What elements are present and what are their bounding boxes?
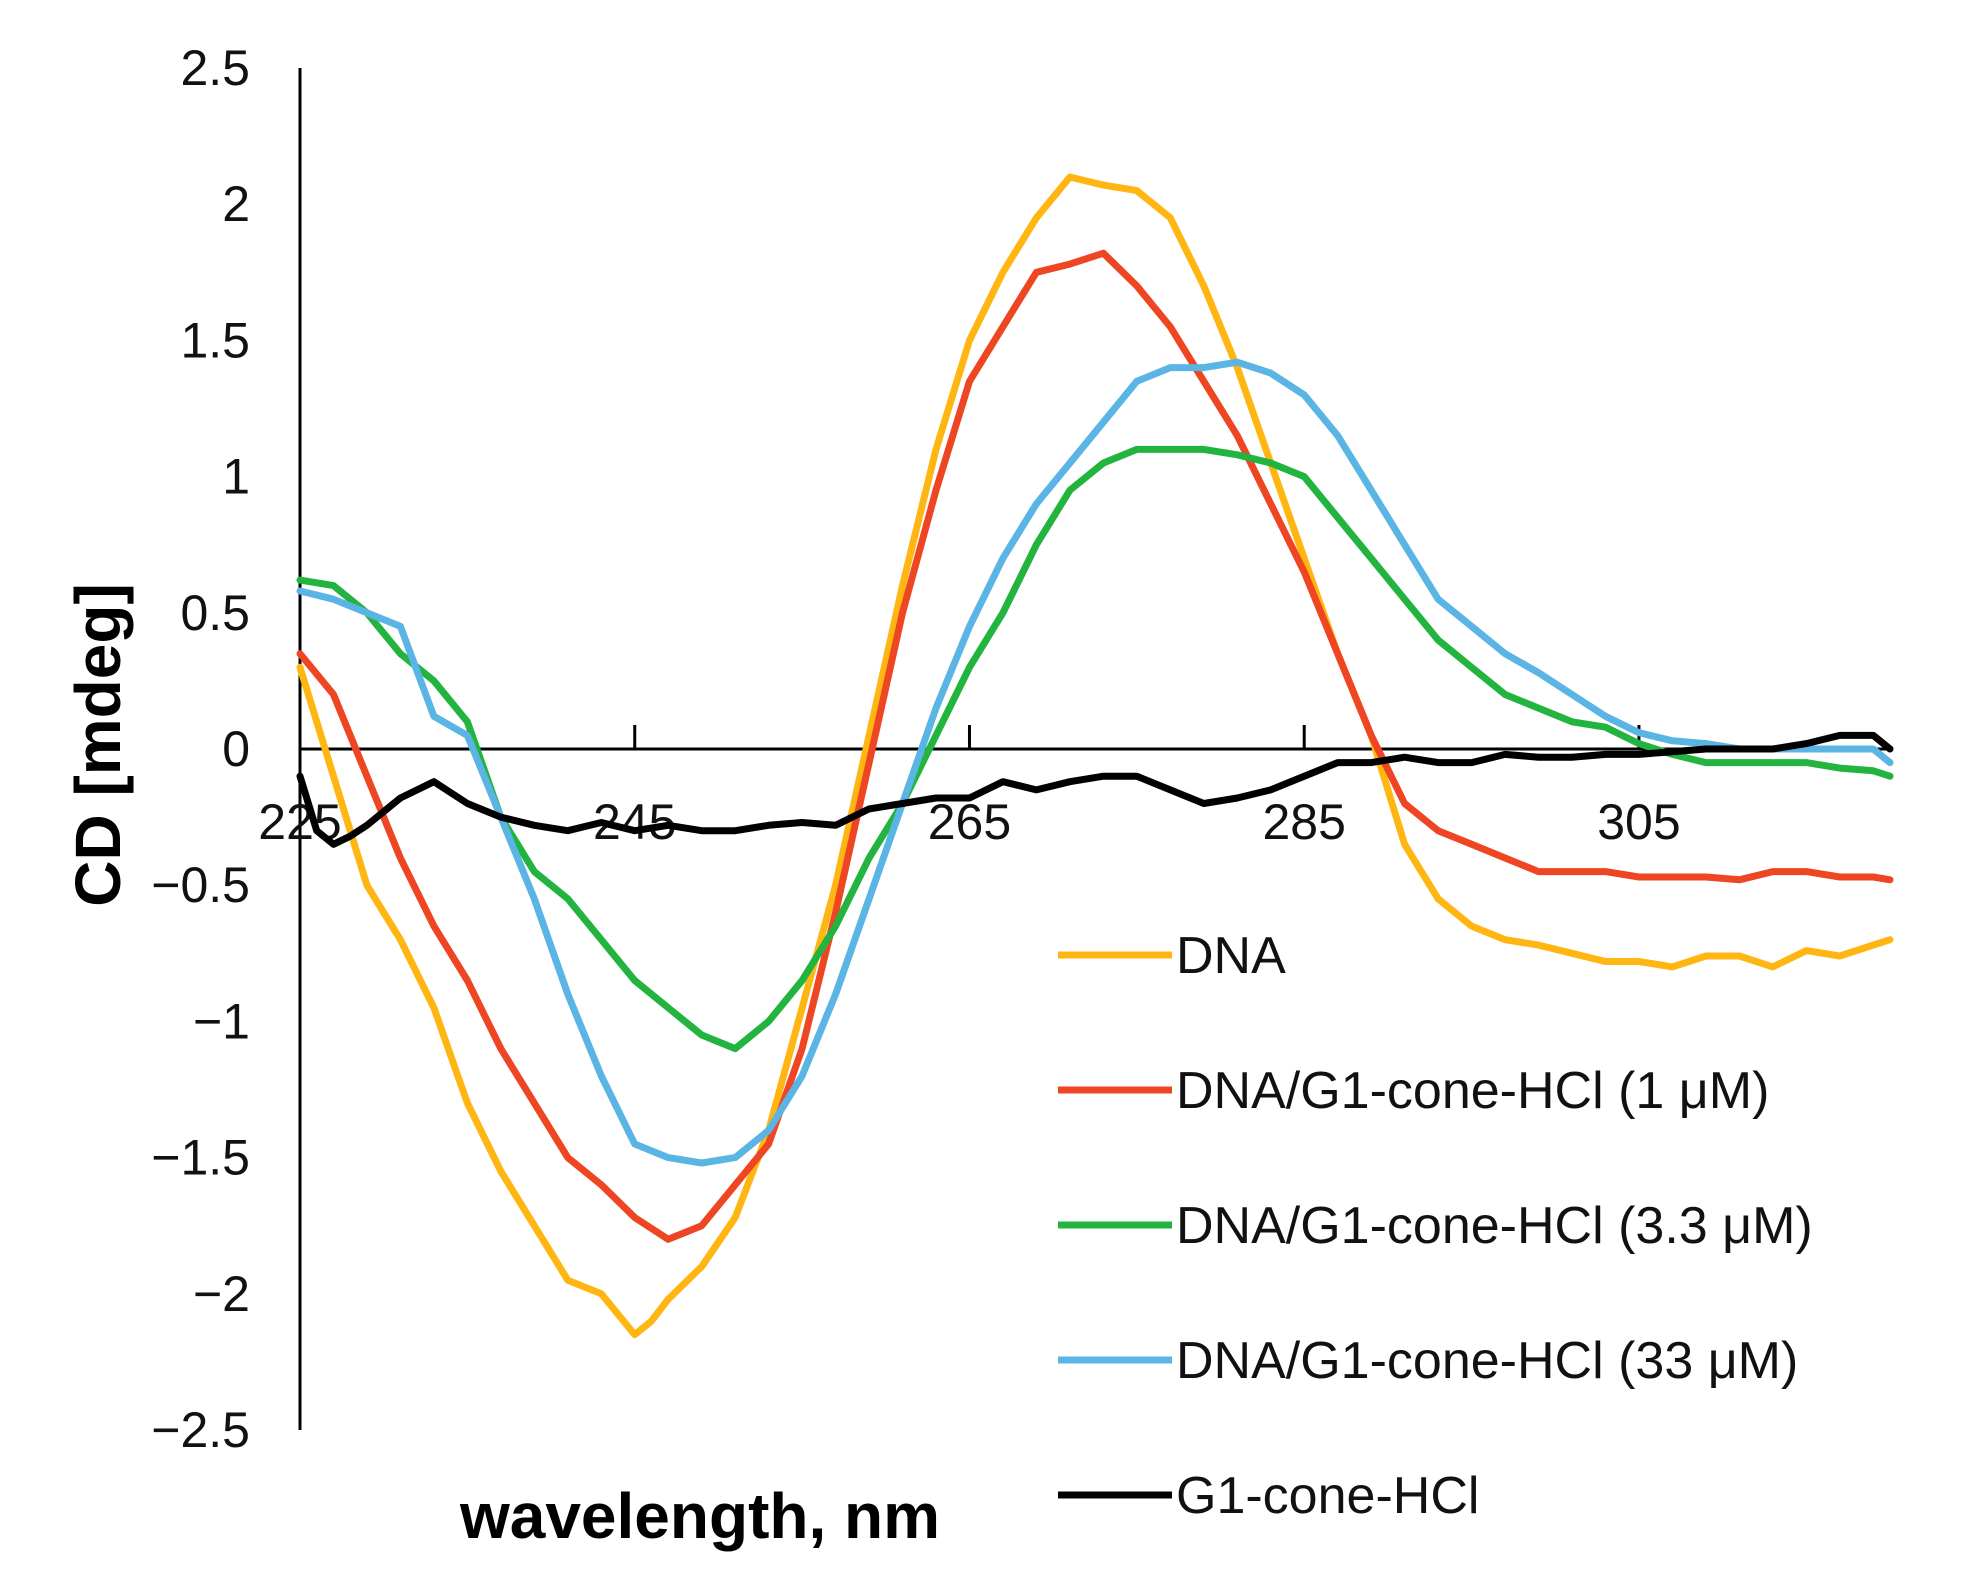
series-line-5 bbox=[296, 731, 1894, 848]
y-tick-label: 2.5 bbox=[180, 40, 250, 96]
y-tick-label: 1 bbox=[222, 449, 250, 505]
series-line-3 bbox=[296, 445, 1894, 1053]
y-tick-label: −1 bbox=[193, 993, 250, 1049]
y-tick-label: −2 bbox=[193, 1266, 250, 1322]
y-tick-label: −2.5 bbox=[151, 1402, 250, 1458]
x-axis-title: wavelength, nm bbox=[459, 1480, 940, 1552]
legend-label-5: G1-cone-HCl bbox=[1176, 1467, 1479, 1525]
y-tick-label: 0.5 bbox=[180, 585, 250, 641]
legend: DNA DNA/G1-cone-HCl (1 μM) DNA/G1-cone-HCl… bbox=[1058, 927, 1813, 1525]
y-tick-label: −0.5 bbox=[151, 857, 250, 913]
series-line-2 bbox=[296, 249, 1894, 1243]
legend-label-3: DNA/G1-cone-HCl (3.3 μM) bbox=[1176, 1197, 1813, 1255]
legend-label-2: DNA/G1-cone-HCl (1 μM) bbox=[1176, 1062, 1769, 1120]
x-tick-label: 285 bbox=[1262, 794, 1345, 850]
series-line-1 bbox=[296, 173, 1894, 1339]
legend-label-1: DNA bbox=[1176, 927, 1286, 985]
y-tick-label: −1.5 bbox=[151, 1130, 250, 1186]
legend-label-4: DNA/G1-cone-HCl (33 μM) bbox=[1176, 1332, 1798, 1390]
x-tick-label: 305 bbox=[1597, 794, 1680, 850]
axes bbox=[298, 68, 1890, 1430]
x-ticks: 225 245 265 285 305 bbox=[258, 725, 1681, 850]
y-tick-label: 0 bbox=[222, 721, 250, 777]
y-tick-label: 2 bbox=[222, 176, 250, 232]
y-axis-title: CD [mdeg] bbox=[62, 583, 134, 907]
series-layer bbox=[296, 173, 1894, 1339]
y-tick-label: 1.5 bbox=[180, 312, 250, 368]
series-line-4 bbox=[296, 358, 1894, 1167]
y-ticks: 2.5 2 1.5 1 0.5 0 −0.5 −1 −1.5 −2 −2.5 bbox=[151, 40, 250, 1458]
x-tick-label: 265 bbox=[928, 794, 1011, 850]
